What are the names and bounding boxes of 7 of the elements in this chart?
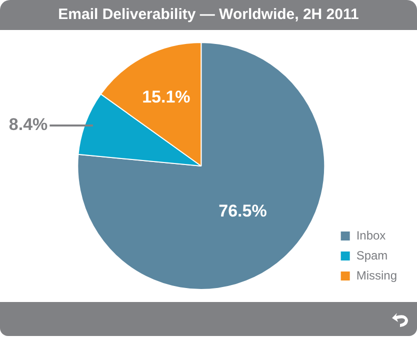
legend-label: Inbox <box>356 228 386 242</box>
data-label: 76.5% <box>218 201 267 220</box>
chart-title: Email Deliverability — Worldwide, 2H 2011 <box>0 0 417 30</box>
legend-label: Missing <box>356 268 398 282</box>
data-label: 15.1% <box>142 88 190 107</box>
legend-label: Spam <box>356 248 388 262</box>
data-label: 8.4% <box>8 115 48 134</box>
